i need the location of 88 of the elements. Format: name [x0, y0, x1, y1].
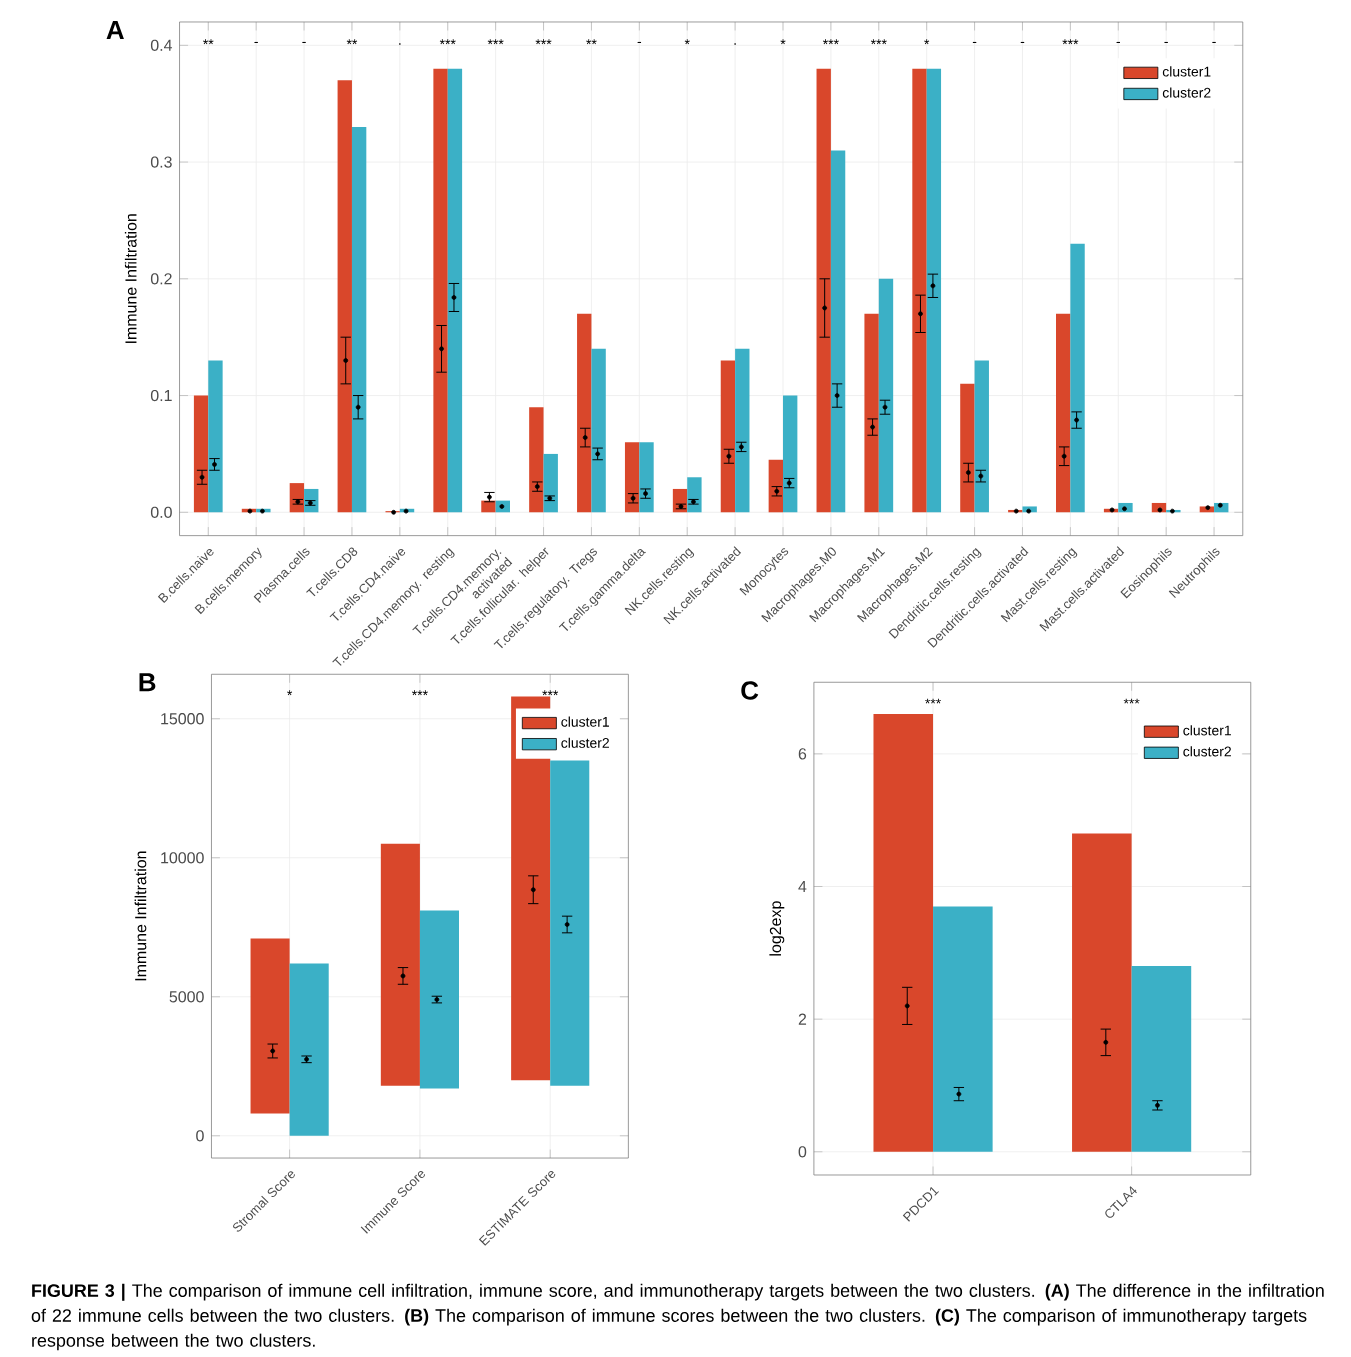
bar [1056, 313, 1071, 513]
annotation: *** [1062, 39, 1079, 45]
annotation: - [637, 41, 642, 44]
bar [639, 442, 654, 513]
bar [420, 910, 460, 1089]
y-tick-label: 2 [799, 1013, 807, 1025]
bar [720, 360, 736, 513]
bar [289, 963, 329, 1136]
y-tick-label: 0 [196, 1130, 205, 1142]
annotation: . [399, 43, 401, 45]
annotation: *** [487, 39, 504, 45]
bar [735, 348, 750, 513]
bar [591, 348, 607, 513]
annotation: - [1212, 41, 1217, 44]
bar [447, 68, 463, 513]
bar [1070, 243, 1085, 513]
annotation: *** [871, 39, 887, 45]
legend-label: cluster2 [561, 737, 610, 748]
annotation: * [924, 39, 930, 45]
bar [352, 127, 367, 513]
y-tick-label: 0.4 [151, 39, 173, 51]
annotation: - [973, 41, 977, 44]
text: FIGURE 3 | The comparison of immune cell infiltration, immune score, and immunotherapy targets between the two clusters. (A) The difference in the infiltration of 22 immune cells between the two clusters. (B) The comparison of immune scores between the two clusters. (C) The comparison of immunotherapy targets response between the two clusters. [31, 1283, 1324, 1351]
annotation: - [1116, 41, 1121, 44]
bar [816, 68, 832, 513]
bar [381, 843, 421, 1086]
bar [529, 407, 544, 513]
annotation: *** [542, 690, 559, 696]
annotation: * [287, 690, 293, 696]
bar [768, 459, 784, 513]
annotation: * [684, 39, 690, 45]
legend-label: cluster1 [1183, 725, 1232, 736]
chart-title: A [106, 21, 125, 39]
bar [926, 68, 942, 513]
annotation: ** [346, 39, 358, 45]
bar [873, 714, 934, 1152]
bar [208, 360, 223, 513]
bar [577, 313, 592, 513]
y-tick-label: 0.3 [151, 156, 173, 168]
y-axis-title: Immune Infiltration [125, 214, 137, 343]
y-tick-label: 15000 [161, 713, 205, 725]
annotation: *** [823, 39, 840, 45]
y-tick-label: 0.2 [151, 273, 172, 285]
y-tick-label: 0 [798, 1146, 807, 1158]
bar [543, 453, 559, 513]
annotation: . [734, 43, 737, 45]
bar [625, 442, 640, 513]
y-tick-label: 10000 [161, 852, 205, 864]
annotation: - [1164, 41, 1169, 44]
bar [933, 906, 993, 1152]
annotation: * [780, 39, 786, 45]
bar [974, 360, 990, 513]
annotation: *** [925, 698, 942, 704]
y-axis-title: Immune Infiltration [134, 851, 147, 981]
bar [831, 150, 846, 513]
bar [1131, 966, 1192, 1152]
bar [337, 80, 353, 513]
annotation: *** [1123, 698, 1140, 704]
y-tick-label: 4 [798, 881, 807, 892]
chart-title: C [741, 681, 759, 700]
legend-label: cluster1 [561, 716, 610, 727]
legend-label: cluster1 [1163, 66, 1211, 77]
bar [783, 395, 798, 513]
y-tick-label: 5000 [169, 991, 205, 1003]
bar [250, 938, 290, 1114]
y-tick-label: 6 [799, 748, 807, 760]
bar [1072, 833, 1132, 1152]
annotation: ** [203, 39, 214, 45]
y-axis-title: log2exp [769, 901, 785, 956]
y-tick-label: 0.1 [151, 389, 172, 402]
chart-title: B [139, 673, 156, 692]
bar [960, 383, 975, 513]
bar [864, 313, 880, 513]
bar [194, 395, 209, 513]
bar [481, 500, 496, 513]
bar [912, 68, 927, 513]
bar [879, 278, 894, 513]
annotation: *** [440, 39, 456, 45]
legend-label: cluster2 [1183, 746, 1232, 757]
legend-label: cluster2 [1163, 87, 1211, 98]
annotation: *** [412, 690, 429, 696]
annotation: - [302, 41, 307, 44]
bar [433, 68, 448, 513]
annotation: - [1021, 41, 1025, 44]
annotation: - [254, 41, 259, 44]
y-tick-label: 0.0 [151, 506, 173, 518]
annotation: *** [535, 39, 552, 45]
annotation: ** [586, 39, 597, 45]
